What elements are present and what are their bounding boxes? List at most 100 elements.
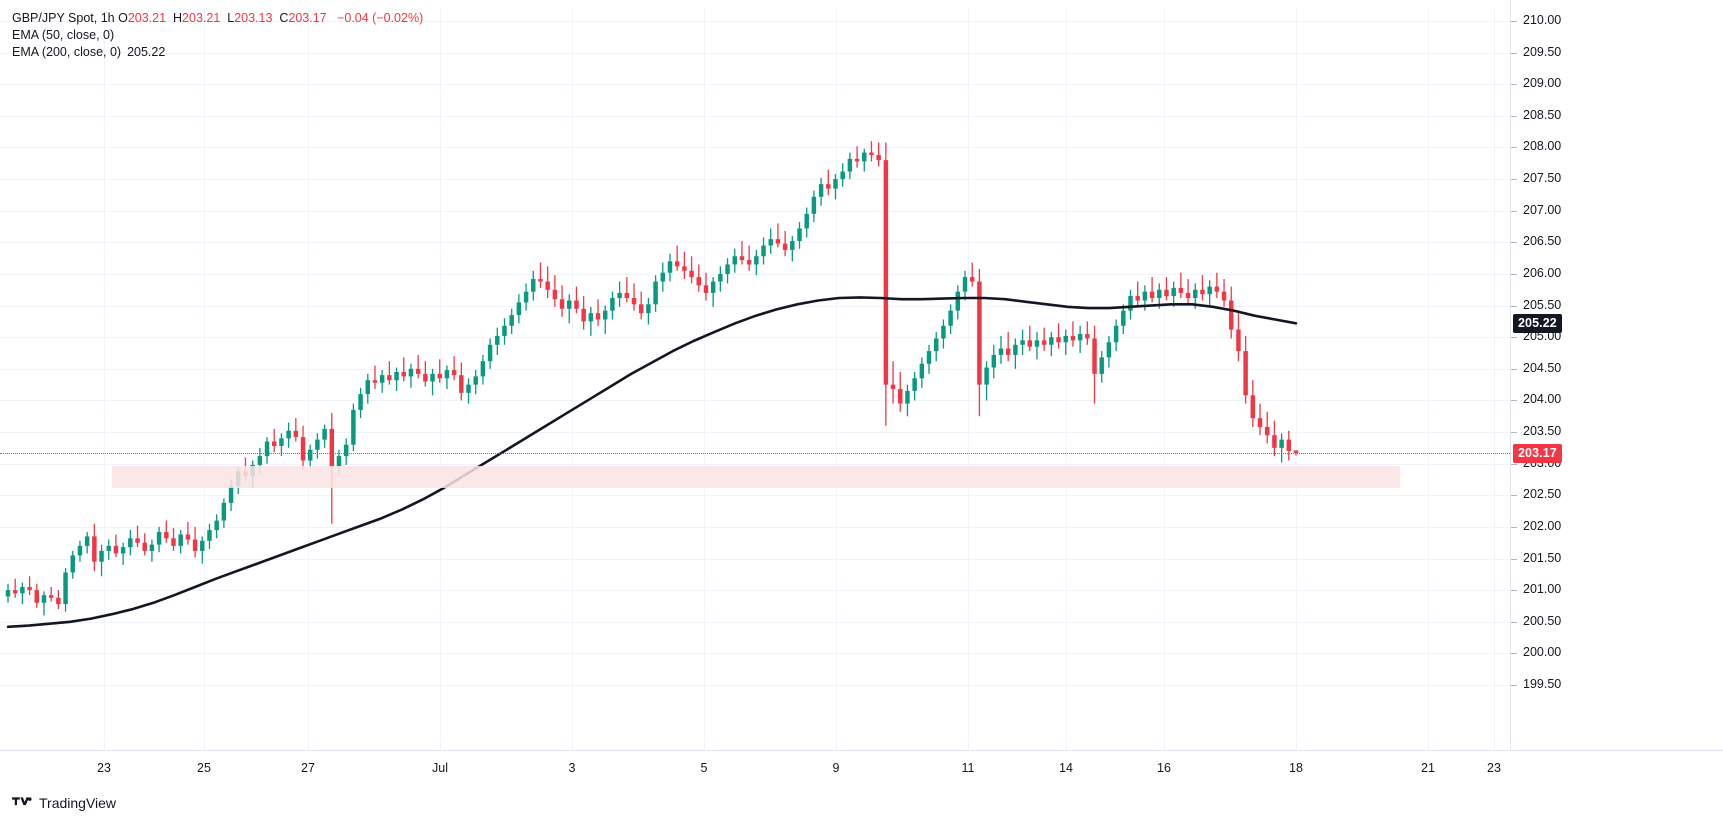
time-tick-label: 16 (1157, 761, 1171, 775)
candle-body (293, 430, 299, 438)
price-tick-label: 205.50 (1523, 297, 1562, 312)
gridline-horizontal (0, 115, 1510, 117)
candle-body (1243, 351, 1248, 396)
price-tick-label: 202.50 (1523, 487, 1562, 502)
candle-body (775, 239, 781, 244)
candle-body (92, 536, 97, 562)
price-tick-mark (1511, 337, 1517, 339)
candle-body (1221, 291, 1227, 301)
gridline-horizontal (0, 558, 1510, 560)
gridline-horizontal (0, 526, 1510, 528)
support-zone-rectangle[interactable] (112, 465, 1400, 488)
candle-body (826, 184, 831, 189)
price-tick-label: 204.00 (1523, 392, 1562, 407)
gridline-vertical (204, 8, 205, 750)
price-tick-label: 199.50 (1523, 677, 1562, 691)
candle-body (20, 586, 25, 594)
candle-body (710, 281, 716, 293)
price-tick-mark (1511, 273, 1517, 275)
tradingview-wordmark: TradingView (39, 795, 117, 811)
price-tick-label: 206.00 (1523, 265, 1562, 280)
price-tick-mark (1511, 558, 1517, 560)
price-tick-mark (1511, 242, 1517, 244)
time-tick-label: 5 (700, 761, 708, 775)
candle-body (1106, 342, 1112, 358)
price-tick-mark (1511, 21, 1517, 22)
candle-body (531, 279, 536, 292)
price-tick-mark (1511, 210, 1517, 212)
time-tick-label: 25 (197, 761, 211, 775)
candle-body (617, 292, 622, 298)
candle-body (969, 277, 975, 282)
legend-symbol-row[interactable]: GBP/JPY Spot, 1h O203.21 H203.21 L203.13… (12, 10, 423, 27)
last-price-dotted-line (0, 452, 1510, 454)
price-tick-label: 201.00 (1523, 582, 1562, 597)
candle-body (746, 260, 752, 265)
candle-body (1236, 329, 1241, 352)
candle-body (1200, 289, 1205, 295)
price-tick-mark (1511, 115, 1517, 117)
candle-body (1157, 289, 1162, 298)
candle-body (962, 277, 968, 292)
candle-body (1286, 439, 1292, 452)
gridline-vertical (572, 8, 573, 750)
gridline-horizontal (0, 495, 1510, 497)
ema200-price-badge[interactable]: 205.22 (1513, 314, 1562, 334)
candle-body (48, 595, 54, 598)
candle-body (890, 384, 896, 390)
candle-body (257, 456, 263, 465)
legend-ema200-row[interactable]: EMA (200, close, 0) 205.22 (12, 44, 423, 61)
price-scale[interactable]: 210.00 209.50 209.00 208.50 208.00 207.50 207.… (1510, 0, 1723, 750)
gridline-horizontal (0, 463, 1510, 465)
candle-body (602, 310, 608, 320)
candle-body (782, 243, 788, 250)
tradingview-logo[interactable]: TradingView (12, 795, 116, 811)
candle-body (682, 266, 687, 271)
chart-plot-area[interactable] (0, 8, 1510, 750)
candle-body (322, 428, 327, 440)
candle-body (84, 536, 90, 546)
candle-body (739, 256, 745, 261)
candle-body (387, 375, 392, 381)
candle-body (1257, 418, 1263, 427)
candle-body (883, 160, 889, 385)
candle-body (1077, 334, 1083, 341)
candle-body (1142, 291, 1148, 301)
gridline-horizontal (0, 273, 1510, 275)
candle-body (674, 261, 680, 267)
low-value: 203.13 (234, 11, 273, 25)
price-tick-label: 207.00 (1523, 202, 1562, 217)
candle-body (279, 438, 284, 446)
time-tick-label: 21 (1421, 761, 1435, 775)
candle-body (451, 370, 457, 376)
candle-body (70, 555, 75, 573)
candle-body (113, 545, 119, 554)
candle-body (768, 239, 773, 246)
gridline-horizontal (0, 84, 1510, 86)
price-tick-label: 208.00 (1523, 139, 1562, 154)
candle-body (862, 152, 867, 162)
time-tick-label: 18 (1289, 761, 1303, 775)
ema200-line (6, 296, 1298, 629)
candle-body (1041, 340, 1047, 345)
last-price-badge[interactable]: 203.17 (1513, 443, 1562, 463)
candle-body (286, 430, 291, 439)
candle-body (221, 502, 227, 521)
candle-body (761, 245, 766, 257)
candle-body (977, 281, 982, 385)
ema200-value: 205.22 (127, 45, 166, 59)
candle-body (34, 590, 40, 603)
gridline-horizontal (0, 432, 1510, 434)
candle-body (343, 444, 349, 457)
chart-gridlines (0, 8, 1510, 750)
candle-body (1149, 291, 1155, 298)
candle-body (1092, 338, 1097, 374)
legend-ema50-row[interactable]: EMA (50, close, 0) (12, 27, 423, 44)
gridline-horizontal (0, 653, 1510, 655)
candle-body (351, 409, 356, 445)
candle-body (272, 441, 277, 446)
time-scale[interactable]: 23 25 27 Jul 3 5 9 11 14 16 18 21 23 (0, 750, 1723, 787)
gridline-horizontal (0, 147, 1510, 149)
candle-body (1193, 289, 1198, 298)
